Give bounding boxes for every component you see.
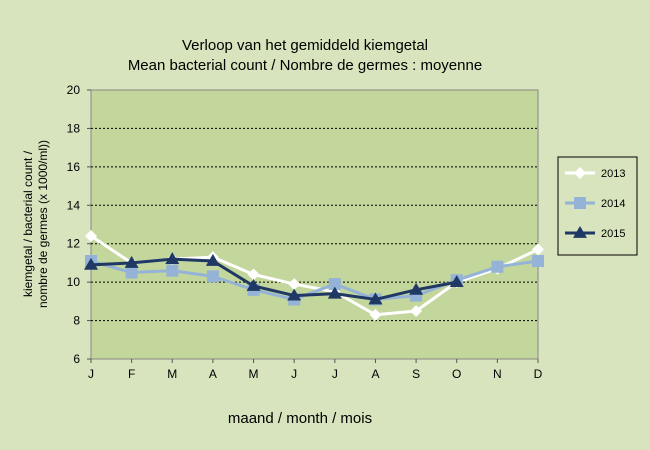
data-point-2015 <box>246 278 261 291</box>
legend-marker <box>573 226 587 238</box>
y-tick-label: 10 <box>67 275 81 289</box>
data-point-2015 <box>165 252 180 264</box>
x-tick-label: J <box>332 367 338 381</box>
data-point-2013 <box>369 308 382 321</box>
x-tick-label: N <box>493 367 502 381</box>
series-2015 <box>84 252 464 305</box>
x-tick-label: D <box>534 367 543 381</box>
data-point-2015 <box>327 286 342 299</box>
data-point-2015 <box>124 255 139 268</box>
data-point-2015 <box>205 254 220 266</box>
legend-item-2015: 2015 <box>565 226 625 240</box>
data-point-2015 <box>409 282 424 295</box>
chart-title: Verloop van het gemiddeld kiemgetal <box>182 37 428 54</box>
series-group <box>84 230 544 321</box>
y-tick-label: 8 <box>73 314 80 328</box>
legend-marker <box>574 167 586 179</box>
y-tick-label: 6 <box>73 352 80 366</box>
data-point-2014 <box>166 264 179 277</box>
x-tick-label: S <box>412 367 420 381</box>
legend-marker <box>574 197 586 209</box>
x-tick-label: O <box>452 367 461 381</box>
chart-subtitle: Mean bacterial count / Nombre de germes … <box>128 57 482 74</box>
data-point-2014 <box>206 270 219 283</box>
legend-item-2014: 2014 <box>565 197 625 210</box>
data-point-2013 <box>247 268 260 281</box>
x-tick-label: M <box>167 367 177 381</box>
x-tick-label: M <box>249 367 259 381</box>
data-point-2013 <box>532 243 544 256</box>
x-tick-label: F <box>128 367 135 381</box>
data-point-2015 <box>368 292 383 305</box>
grid-lines <box>91 127 538 322</box>
y-tick-label: 14 <box>67 198 81 212</box>
data-point-2014 <box>125 266 138 279</box>
legend: 2013 2014 2015 <box>557 156 638 256</box>
y-tick-label: 18 <box>67 121 81 135</box>
y-tick-label: 12 <box>67 237 81 251</box>
x-tick-label: A <box>209 367 217 381</box>
data-point-2015 <box>84 257 98 270</box>
series-line-2014 <box>90 259 539 301</box>
data-point-2013 <box>410 304 423 317</box>
legend-label: 2015 <box>601 228 625 240</box>
data-point-2013 <box>85 230 97 243</box>
series-2014 <box>85 255 544 306</box>
x-tick-label: J <box>88 367 94 381</box>
y-axis-label-line1: kiemgetal / bacterial count / <box>21 150 35 297</box>
y-axis-label-line2: nombre de germes (x 1000/ml)) <box>36 140 50 308</box>
y-tick-label: 16 <box>67 160 81 174</box>
data-point-2015 <box>449 275 464 288</box>
data-point-2014 <box>491 260 504 273</box>
x-axis-label: maand / month / mois <box>228 410 372 427</box>
x-tick-label: A <box>371 367 379 381</box>
y-axis-ticks: 6 8 10 12 14 16 18 20 <box>67 83 91 366</box>
series-line-2015 <box>90 257 458 301</box>
data-point-2013 <box>288 278 301 291</box>
data-point-2014 <box>328 278 341 291</box>
plot-area <box>90 89 539 360</box>
y-tick-label: 20 <box>67 83 81 97</box>
x-tick-label: J <box>291 367 297 381</box>
legend-label: 2014 <box>601 198 625 210</box>
data-point-2015 <box>287 288 302 301</box>
legend-item-2013: 2013 <box>565 167 625 180</box>
data-point-2014 <box>532 255 544 268</box>
legend-label: 2013 <box>601 168 625 180</box>
